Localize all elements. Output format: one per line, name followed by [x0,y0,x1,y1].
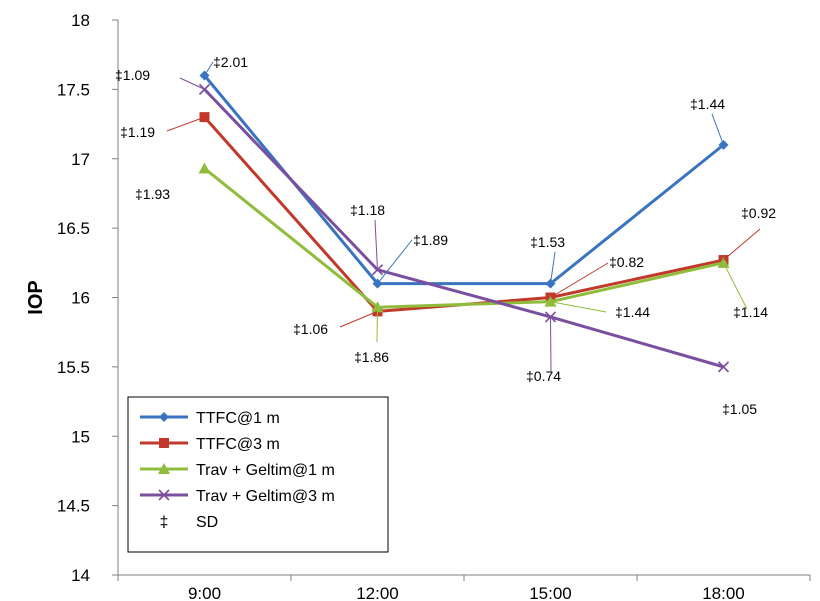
annotation-label: ‡1.89 [413,232,448,248]
x-tick-label: 15:00 [529,584,572,601]
legend-marker [158,463,170,474]
y-tick-label: 16.5 [57,219,90,238]
annotation-label: ‡0.82 [609,254,644,270]
legend-marker [159,438,169,448]
data-point [717,361,730,373]
data-point [717,256,730,268]
annotation-leader [376,307,378,343]
y-tick-label: 15 [71,427,90,446]
legend-label: SD [196,514,218,531]
annotation-label: ‡1.06 [293,321,328,337]
annotation-leader [374,219,378,270]
y-tick-label: 14.5 [57,497,90,516]
annotation-leader [179,77,205,90]
legend-label: Trav + Geltim@1 m [196,462,335,479]
annotation-label: ‡1.18 [350,202,385,218]
x-tick-label: 12:00 [356,584,399,601]
annotation-leader [550,251,556,284]
annotation-label: ‡1.09 [115,67,150,83]
y-tick-label: 17.5 [57,80,90,99]
series-line-3 [203,88,724,369]
y-tick-label: 14 [71,566,90,585]
annotation-leader [711,113,724,146]
annotation-label: ‡1.19 [120,124,155,140]
annotation-label: ‡1.53 [530,234,565,250]
annotation-label: ‡1.44 [690,96,725,112]
y-tick-label: 17 [71,150,90,169]
annotation-leader [723,262,748,310]
annotation-leader [550,262,609,298]
annotation-label: ‡2.01 [213,54,248,70]
x-tick-label: 18:00 [702,584,745,601]
annotation-leader [550,301,607,313]
y-tick-label: 18 [71,11,90,30]
legend-marker [159,412,169,422]
annotation-label: ‡1.44 [615,304,650,320]
y-tick-label: 15.5 [57,358,90,377]
annotation-label: ‡1.86 [354,349,389,365]
data-point [544,295,557,307]
legend-sd-symbol: ‡ [160,514,169,531]
legend-box [127,396,389,553]
annotation-label: ‡0.74 [526,368,561,384]
x-tick-label: 9:00 [188,584,221,601]
legend-label: TTFC@1 m [196,410,280,427]
series-line-0 [203,74,725,286]
data-point [371,301,384,313]
annotation-leader [166,116,205,132]
annotation-label: ‡1.93 [135,186,170,202]
series-line-2 [203,167,724,309]
legend-label: Trav + Geltim@3 m [196,488,335,505]
legend-marker [158,489,170,501]
data-point [198,162,211,174]
y-tick-label: 16 [71,289,90,308]
annotation-leader [377,239,413,284]
annotation-label: ‡1.05 [722,401,757,417]
annotation-leader [339,310,378,328]
annotation-leader [723,228,761,261]
y-axis-label: IOP [25,280,47,314]
annotation-leader [550,316,552,373]
annotation-label: ‡1.14 [733,304,768,320]
annotation-leader [204,61,214,76]
legend-label: TTFC@3 m [196,436,280,453]
annotation-label: ‡0.92 [741,205,776,221]
